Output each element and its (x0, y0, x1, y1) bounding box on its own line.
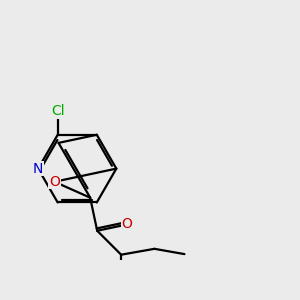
Text: Cl: Cl (51, 104, 64, 118)
Text: N: N (33, 162, 43, 176)
Text: O: O (122, 218, 132, 231)
Text: O: O (49, 175, 60, 189)
